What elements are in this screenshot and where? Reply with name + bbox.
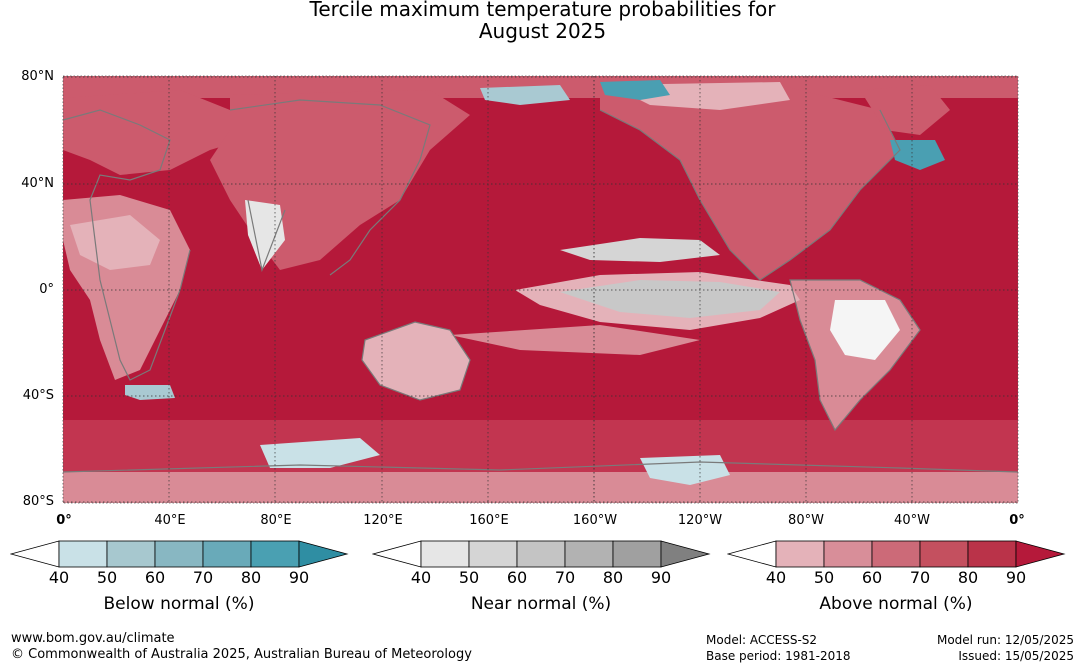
caption-above-normal: Above normal (%)	[819, 594, 973, 614]
pacific-light-band	[450, 325, 700, 355]
tick-near-40: 40	[410, 568, 432, 587]
chart-title-line-1: Tercile maximum temperature probabilitie…	[309, 0, 776, 21]
tick-below-90: 90	[288, 568, 310, 587]
colorbar-above-lower-extension	[727, 540, 777, 568]
coast-south-america	[789, 279, 921, 432]
colorbar-above-upper-extension	[1015, 540, 1066, 568]
colorbar-near-segment-80-90	[612, 540, 662, 568]
pacific-near-band-3	[560, 280, 780, 318]
lat-label-80s: 80°S	[22, 494, 54, 509]
below-patch-arctic-light	[480, 85, 570, 105]
coast-europe-africa	[62, 109, 191, 381]
colorbar-near-segment-40-50	[420, 540, 470, 568]
tick-below-40: 40	[48, 568, 70, 587]
pacific-near-band-1	[560, 238, 720, 262]
lat-label-40n: 40°N	[21, 176, 54, 191]
lon-label-120w: 120°W	[677, 513, 723, 528]
colorbar-above-normal	[727, 540, 1066, 568]
coast-antarctica	[62, 461, 1019, 473]
coast-india	[247, 199, 286, 273]
colorbar-near-lower-extension	[372, 540, 422, 568]
footer-base-period: Base period: 1981-2018	[706, 649, 851, 663]
coast-australia	[361, 321, 471, 401]
tick-near-80: 80	[602, 568, 624, 587]
antarctic-band	[63, 472, 1018, 503]
colorbar-below-lower-extension	[10, 540, 60, 568]
tick-above-40: 40	[765, 568, 787, 587]
colorbar-near-segment-70-80	[564, 540, 614, 568]
colorbar-below-segment-40-50	[58, 540, 108, 568]
tick-below-60: 60	[144, 568, 166, 587]
map-frame	[62, 75, 1019, 504]
footer-model-run: Model run: 12/05/2025	[936, 633, 1074, 647]
tick-above-80: 80	[957, 568, 979, 587]
tick-near-50: 50	[458, 568, 480, 587]
graticule	[63, 76, 1018, 503]
colorbar-below-segment-70-80	[202, 540, 252, 568]
tick-near-70: 70	[554, 568, 576, 587]
tick-below-50: 50	[96, 568, 118, 587]
colorbar-below-segment-50-60	[106, 540, 156, 568]
tick-near-90: 90	[650, 568, 672, 587]
lat-label-80n: 80°N	[21, 69, 54, 84]
colorbar-below-normal	[10, 540, 349, 568]
caption-below-normal: Below normal (%)	[103, 594, 255, 614]
tick-above-70: 70	[909, 568, 931, 587]
tick-above-90: 90	[1005, 568, 1027, 587]
lon-label-80w: 80°W	[788, 513, 824, 528]
tick-below-80: 80	[240, 568, 262, 587]
amazon-near	[830, 300, 900, 360]
footer-issued: Issued: 15/05/2025	[958, 649, 1074, 663]
colorbar-near-normal	[372, 540, 711, 568]
colorbar-above-segment-60-70	[871, 540, 921, 568]
coast-asia	[229, 99, 431, 276]
lat-label-40s: 40°S	[22, 388, 54, 403]
lon-label-0-right: 0°	[1009, 513, 1025, 528]
tick-above-60: 60	[861, 568, 883, 587]
sahara-near	[70, 215, 160, 270]
colorbar-below-segment-60-70	[154, 540, 204, 568]
coast-north-america	[599, 109, 901, 281]
colorbar-below-segment-80-90	[250, 540, 300, 568]
footer-model: Model: ACCESS-S2	[706, 633, 818, 647]
lon-label-160w: 160°W	[572, 513, 618, 528]
below-patch-south-africa	[125, 385, 175, 400]
colorbar-near-upper-extension	[660, 540, 711, 568]
lon-label-160e: 160°E	[469, 513, 509, 528]
colorbar-near-segment-60-70	[516, 540, 566, 568]
colorbar-below-upper-extension	[298, 540, 349, 568]
colorbar-near-segment-50-60	[468, 540, 518, 568]
tick-above-50: 50	[813, 568, 835, 587]
below-patch-atlantic	[890, 140, 945, 170]
lon-label-40e: 40°E	[154, 513, 186, 528]
europe-land	[63, 90, 260, 175]
caption-near-normal: Near normal (%)	[470, 594, 612, 614]
australia-land	[362, 322, 470, 400]
lat-label-equator: 0°	[39, 282, 54, 297]
colorbar-above-segment-50-60	[823, 540, 873, 568]
north-america-land	[600, 85, 900, 280]
lon-label-80e: 80°E	[260, 513, 292, 528]
coastlines	[62, 99, 1019, 473]
colorbar-above-segment-80-90	[967, 540, 1017, 568]
tick-near-60: 60	[506, 568, 528, 587]
footer-website: www.bom.gov.au/climate	[11, 631, 175, 646]
colorbar-above-segment-40-50	[775, 540, 825, 568]
footer-copyright: © Commonwealth of Australia 2025, Austra…	[11, 647, 472, 662]
southern-ocean-band	[63, 420, 1018, 472]
lon-label-120e: 120°E	[363, 513, 403, 528]
below-patch-antarctic	[260, 438, 380, 468]
colorbar-above-segment-70-80	[919, 540, 969, 568]
lon-label-40w: 40°W	[894, 513, 930, 528]
below-patch-arctic	[600, 80, 670, 100]
chart-title-line-2: August 2025	[478, 19, 607, 43]
greenland-land	[860, 85, 950, 135]
lon-label-0-left: 0°	[56, 513, 72, 528]
tick-below-70: 70	[192, 568, 214, 587]
